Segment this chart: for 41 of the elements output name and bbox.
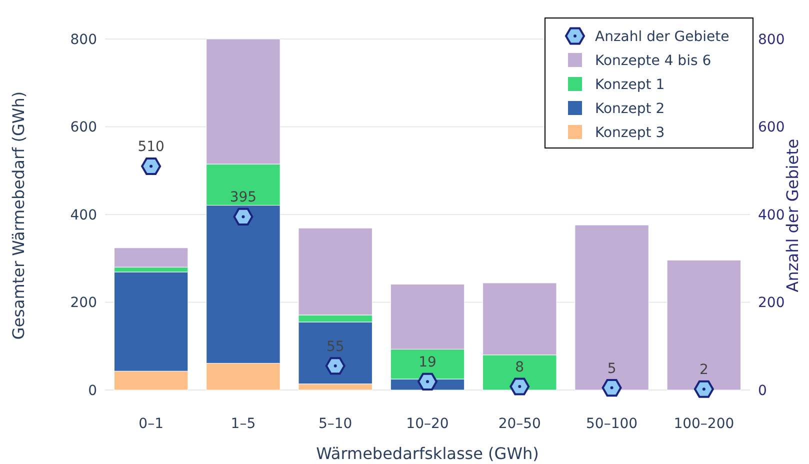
point [141,157,162,176]
legend-label: Konzept 1 [595,76,665,93]
y2-axis-title: Anzahl der Gebiete [783,138,802,292]
legend-label: Konzept 2 [595,100,665,117]
point [510,378,530,396]
legend-label: Anzahl der Gebiete [595,28,730,45]
point [694,380,714,398]
y-tick-label: 600 [70,120,97,136]
x-tick-label: 20–50 [498,416,541,432]
x-tick-label: 10–20 [406,416,449,432]
point [602,379,622,397]
y2-tick-label: 200 [758,295,785,312]
x-tick-label: 100–200 [674,416,734,432]
point [233,208,254,226]
y-tick-label: 800 [70,32,97,48]
x-tick-label: 0–1 [138,416,164,432]
y2-tick-label: 400 [758,207,785,224]
data-label: 55 [326,338,344,355]
data-label: 2 [699,362,708,378]
data-label: 395 [230,190,257,206]
legend-label: Konzept 3 [595,124,665,141]
data-label: 510 [138,139,164,156]
y2-tick-label: 0 [758,382,767,399]
y-axis-title: Gesamter Wärmebedarf (GWh) [9,91,28,340]
x-tick-label: 1–5 [230,416,256,432]
legend-label: Konzepte 4 bis 6 [595,52,712,69]
data-label: 8 [515,359,524,376]
x-tick-label: 50–100 [586,416,638,432]
y-tick-label: 200 [70,295,97,312]
bar [574,224,649,390]
point [418,372,438,390]
data-label: 5 [607,360,616,377]
bar [666,260,742,390]
x-tick-label: 5–10 [318,416,352,432]
y-tick-label: 400 [70,207,97,224]
point [325,357,346,375]
x-axis-title: Wärmebedarfsklasse (GWh) [316,444,539,463]
y-tick-label: 0 [88,382,97,399]
y2-tick-label: 600 [758,120,785,136]
y2-tick-label: 800 [758,32,785,48]
data-label: 19 [418,354,436,371]
